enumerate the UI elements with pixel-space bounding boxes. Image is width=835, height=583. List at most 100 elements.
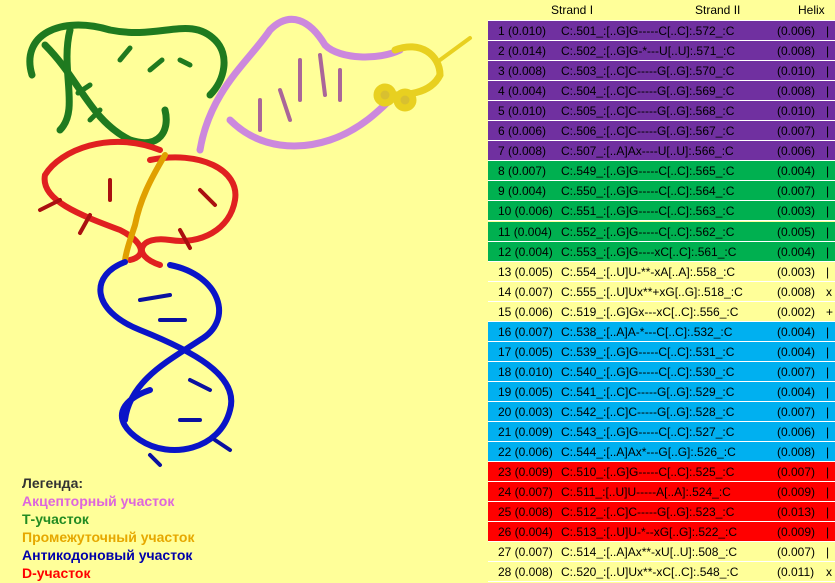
- table-cell: (0.007): [777, 404, 816, 419]
- table-cell: 18 (0.010): [498, 364, 553, 379]
- table-cell: 1 (0.010): [498, 24, 547, 38]
- table-cell: (0.007): [777, 465, 816, 480]
- anticodon-arm: [97, 259, 235, 467]
- legend-item: Промежуточный участок: [22, 529, 195, 545]
- helix-table: Strand I Strand II Helix 1 (0.010) C:.501…: [488, 0, 835, 583]
- table-row: 21 (0.009) C:.543_:[..G]G-----C[..C]:.527…: [488, 422, 835, 442]
- table-cell: |: [826, 525, 830, 540]
- table-cell: 16 (0.007): [498, 324, 553, 339]
- table-cell: 12 (0.004): [498, 244, 553, 259]
- table-row: 20 (0.003) C:.542_:[..C]C-----G[..G]:.528…: [488, 401, 835, 422]
- legend: Легенда: Акцепторный участок Т-участок П…: [22, 474, 194, 582]
- table-cell: |: [826, 204, 830, 219]
- table-cell: 5 (0.010): [498, 104, 547, 119]
- table-cell: C:.506_:[..C]C-----G[..G]:.567_:C: [561, 124, 735, 139]
- table-cell: 28 (0.008): [498, 565, 553, 580]
- legend-title: Легенда:: [22, 475, 84, 491]
- table-cell: 25 (0.008): [498, 505, 553, 520]
- table-cell: 27 (0.007): [498, 545, 553, 560]
- table-cell: (0.004): [777, 164, 816, 179]
- table-row: 17 (0.005) C:.539_:[..G]G-----C[..C]:.531…: [488, 341, 835, 362]
- table-cell: 15 (0.006): [498, 304, 553, 319]
- table-cell: 7 (0.008): [498, 144, 547, 159]
- table-cell: 10 (0.006): [498, 204, 553, 219]
- table-row: 7 (0.008) C:.507_:[..A]Ax----U[..U]:.566_…: [488, 141, 835, 162]
- table-row: 22 (0.006) C:.544_:[..A]Ax*---G[..G]:.526…: [488, 442, 835, 463]
- table-cell: C:.542_:[..C]C-----G[..G]:.528_:C: [561, 404, 735, 419]
- table-cell: (0.006): [777, 24, 816, 38]
- table-cell: (0.009): [777, 525, 816, 540]
- table-row: 19 (0.005) C:.541_:[..C]C-----G[..G]:.529…: [488, 381, 835, 402]
- table-cell: 8 (0.007): [498, 164, 547, 179]
- table-cell: |: [826, 144, 830, 159]
- table-cell: 21 (0.009): [498, 425, 553, 439]
- table-cell: C:.549_:[..G]G-----C[..C]:.565_:C: [561, 164, 735, 179]
- table-cell: 2 (0.014): [498, 44, 547, 59]
- table-cell: (0.002): [777, 304, 816, 319]
- table-row: 13 (0.005) C:.554_:[..U]U-**-xA[..A]:.558…: [488, 261, 835, 282]
- table-cell: C:.507_:[..A]Ax----U[..U]:.566_:C: [561, 144, 734, 159]
- table-cell: |: [826, 224, 830, 239]
- table-cell: C:.544_:[..A]Ax*---G[..G]:.526_:C: [561, 445, 736, 460]
- legend-item: D-участок: [22, 565, 91, 581]
- table-cell: |: [826, 104, 830, 119]
- table-cell: C:.541_:[..C]C-----G[..G]:.529_:C: [561, 384, 735, 399]
- table-cell: (0.007): [777, 364, 816, 379]
- table-cell: C:.501_:[..G]G-----C[..C]:.572_:C: [561, 24, 735, 38]
- table-row: 28 (0.008) C:.520_:[..U]Ux**-xC[..C]:.548…: [488, 562, 835, 583]
- table-cell: |: [826, 84, 830, 99]
- table-cell: |: [826, 545, 830, 560]
- table-cell: |: [826, 344, 830, 359]
- table-cell: C:.543_:[..G]G-----C[..C]:.527_:C: [561, 425, 735, 439]
- d-arm: [38, 138, 239, 268]
- table-row: 25 (0.008) C:.512_:[..C]C-----G[..G]:.523…: [488, 502, 835, 523]
- table-cell: C:.511_:[..U]U-----A[..A]:.524_:C: [561, 485, 731, 500]
- table-cell: |: [826, 44, 830, 59]
- table-cell: |: [826, 384, 830, 399]
- table-cell: |: [826, 445, 830, 460]
- table-cell: (0.003): [777, 204, 816, 219]
- table-cell: (0.011): [777, 565, 815, 580]
- t-arm: [26, 21, 228, 147]
- variable-region: [122, 152, 168, 265]
- table-cell: |: [826, 465, 830, 480]
- table-cell: (0.004): [777, 324, 816, 339]
- table-row: 16 (0.007) C:.538_:[..A]A-*---C[..C]:.532…: [488, 321, 835, 342]
- table-cell: (0.007): [777, 184, 816, 199]
- table-cell: 4 (0.004): [498, 84, 547, 99]
- table-row: 2 (0.014) C:.502_:[..G]G-*---U[..U]:.571_…: [488, 41, 835, 62]
- table-cell: |: [826, 124, 830, 139]
- table-cell: |: [826, 485, 830, 500]
- header-cell: Strand I: [551, 3, 594, 17]
- table-row: 11 (0.004) C:.552_:[..G]G-----C[..C]:.562…: [488, 221, 835, 242]
- table-cell: |: [826, 425, 830, 439]
- table-cell: 11 (0.004): [498, 224, 552, 239]
- table-cell: 9 (0.004): [498, 184, 547, 199]
- table-row: 1 (0.010) C:.501_:[..G]G-----C[..C]:.572_…: [488, 21, 835, 41]
- table-row: 18 (0.010) C:.540_:[..G]G-----C[..C]:.530…: [488, 361, 835, 382]
- table-cell: |: [826, 24, 830, 38]
- table-cell: 6 (0.006): [498, 124, 547, 139]
- header-cell: Helix: [798, 3, 825, 17]
- table-cell: (0.003): [777, 264, 816, 279]
- table-row: 3 (0.008) C:.503_:[..C]C-----G[..G]:.570_…: [488, 61, 835, 82]
- table-row: 14 (0.007) C:.555_:[..U]Ux**+xG[..G]:.518…: [488, 281, 835, 302]
- table-cell: |: [826, 264, 830, 279]
- table-cell: |: [826, 164, 830, 179]
- table-cell: 24 (0.007): [498, 485, 553, 500]
- table-cell: |: [826, 184, 830, 199]
- table-row: 6 (0.006) C:.506_:[..C]C-----G[..G]:.567_…: [488, 121, 835, 142]
- table-cell: (0.004): [777, 384, 816, 399]
- table-cell: (0.008): [777, 284, 816, 299]
- legend-item: Акцепторный участок: [22, 493, 175, 509]
- table-cell: C:.553_:[..G]G----xC[..C]:.561_:C: [561, 244, 737, 259]
- table-cell: C:.512_:[..C]C-----G[..G]:.523_:C: [561, 505, 735, 520]
- table-cell: C:.551_:[..G]G-----C[..C]:.563_:C: [561, 204, 735, 219]
- table-cell: x: [826, 284, 832, 299]
- table-cell: (0.010): [777, 104, 816, 119]
- table-cell: 17 (0.005): [498, 344, 553, 359]
- table-cell: C:.520_:[..U]Ux**-xC[..C]:.548_:C: [561, 565, 739, 580]
- table-row: 9 (0.004) C:.550_:[..G]G-----C[..C]:.564_…: [488, 181, 835, 202]
- table-cell: C:.550_:[..G]G-----C[..C]:.564_:C: [561, 184, 735, 199]
